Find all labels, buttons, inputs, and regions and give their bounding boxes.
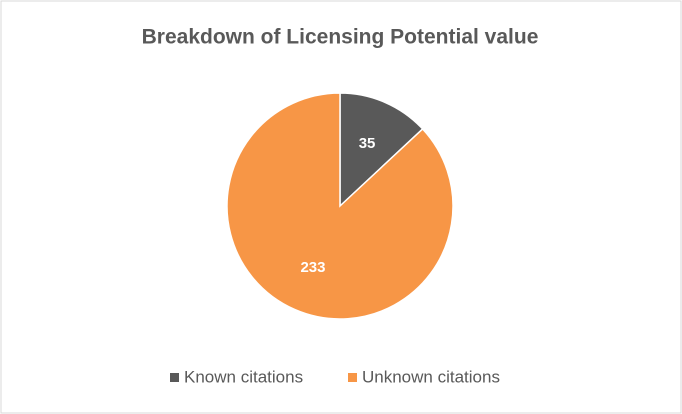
legend-swatch bbox=[170, 373, 179, 382]
chart-title: Breakdown of Licensing Potential value bbox=[142, 26, 539, 49]
pie-slice bbox=[226, 92, 454, 320]
legend-swatch bbox=[348, 373, 357, 382]
legend-label: Unknown citations bbox=[362, 367, 500, 386]
data-label: 233 bbox=[300, 259, 325, 276]
pie-slice bbox=[339, 92, 424, 208]
legend-label: Known citations bbox=[184, 367, 303, 386]
data-label: 35 bbox=[359, 135, 376, 152]
